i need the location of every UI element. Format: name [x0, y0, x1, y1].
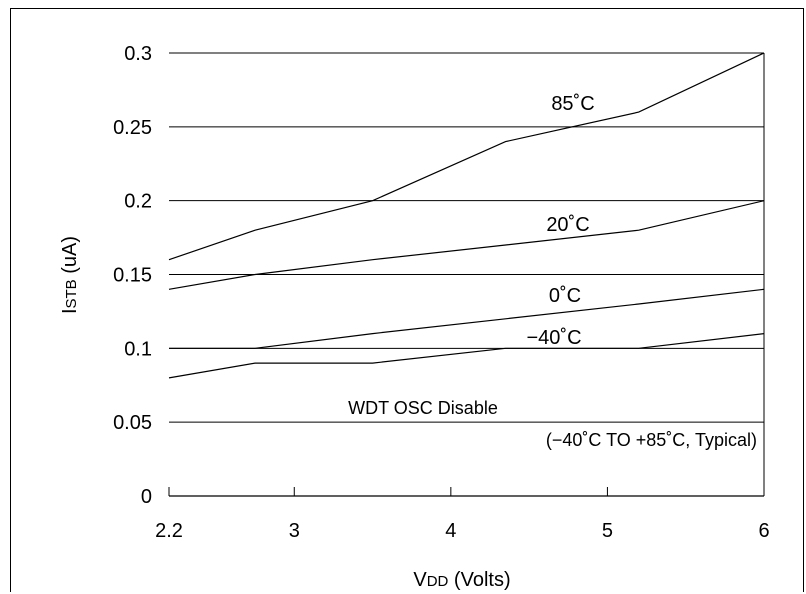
x-axis-ticks: 2.2 3 4 5 6 — [155, 487, 770, 542]
y-tick-label-2: 0.1 — [124, 338, 152, 360]
series-label-1: 20˚C — [546, 214, 589, 236]
x-tick-label-1: 3 — [289, 520, 300, 542]
y-tick-label-4: 0.2 — [124, 191, 152, 213]
x-axis-label: VDD (Volts) — [413, 569, 510, 591]
series-lines — [168, 52, 765, 379]
grid-lines — [169, 52, 764, 423]
series-labels: 85˚C 20˚C 0˚C −40˚C — [526, 93, 594, 349]
series-label-3: −40˚C — [526, 327, 581, 349]
series-line-3 — [168, 333, 765, 379]
y-axis-ticks: 0 0.05 0.1 0.15 0.2 0.25 0.3 — [113, 43, 152, 508]
annotation-temp-range: (−40˚C TO +85˚C, Typical) — [546, 430, 757, 450]
x-tick-label-4: 6 — [758, 520, 769, 542]
y-tick-label-1: 0.05 — [113, 412, 152, 434]
x-tick-label-0: 2.2 — [155, 520, 183, 542]
annotation-wdt-osc: WDT OSC Disable — [348, 398, 498, 418]
series-line-1 — [168, 200, 765, 290]
series-label-0: 85˚C — [551, 93, 594, 115]
y-tick-label-5: 0.25 — [113, 117, 152, 139]
series-label-2: 0˚C — [549, 285, 581, 307]
y-tick-label-0: 0 — [141, 486, 152, 508]
series-line-0 — [168, 52, 765, 261]
y-tick-label-3: 0.15 — [113, 265, 152, 287]
y-tick-label-6: 0.3 — [124, 43, 152, 65]
x-tick-label-3: 5 — [602, 520, 613, 542]
chart-frame — [10, 8, 804, 592]
y-axis-label: ISTB (uA) — [59, 236, 81, 314]
x-tick-label-2: 4 — [445, 520, 456, 542]
series-line-2 — [169, 288, 765, 349]
